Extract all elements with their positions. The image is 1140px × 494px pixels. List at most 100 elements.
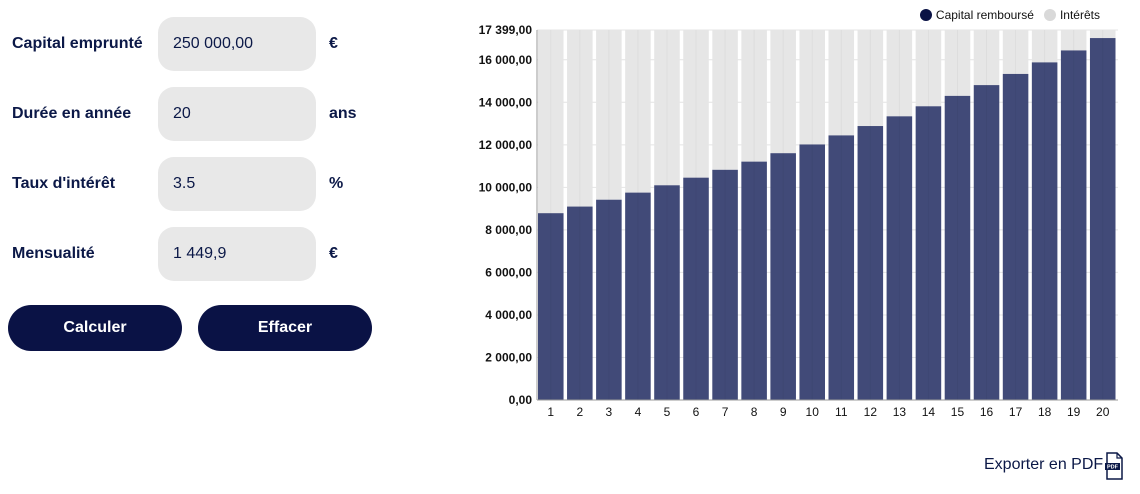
x-tick-label: 2: [576, 405, 583, 419]
bar-capital: [915, 106, 942, 401]
bar-interest: [1089, 30, 1116, 39]
x-tick-label: 9: [780, 405, 787, 419]
y-tick-label: 0,00: [509, 393, 533, 407]
bar-capital: [1089, 38, 1116, 400]
bar-interest: [1002, 30, 1029, 74]
x-tick-label: 5: [664, 405, 671, 419]
bar-capital: [741, 161, 767, 400]
y-tick-label: 17 399,00: [479, 23, 533, 37]
bar-capital: [683, 177, 709, 400]
duration-input[interactable]: [158, 87, 316, 141]
bar-interest: [712, 30, 738, 170]
x-tick-label: 8: [751, 405, 758, 419]
bar-interest: [1060, 30, 1087, 51]
x-tick-label: 15: [951, 405, 965, 419]
bar-capital: [654, 185, 680, 400]
x-tick-label: 6: [693, 405, 700, 419]
duration-row: Durée en année ans: [0, 87, 440, 141]
bar-interest: [596, 30, 622, 200]
capital-input[interactable]: [158, 17, 316, 71]
bar-capital: [1060, 50, 1087, 401]
bar-capital: [538, 213, 564, 400]
y-tick-label: 10 000,00: [479, 180, 533, 194]
amortization-chart: Capital remboursé Intérêts 1 2 3 4 5 6 7 8 9 10 11…: [470, 0, 1140, 440]
bar-interest: [538, 30, 564, 214]
x-tick-label: 18: [1038, 405, 1052, 419]
rate-label: Taux d'intérêt: [12, 175, 116, 192]
legend-dot-capital: [919, 9, 932, 21]
monthly-payment-input[interactable]: [158, 227, 316, 281]
x-tick-label: 7: [722, 405, 729, 419]
chart-plot: 1 2 3 4 5 6 7 8 9 10 11 12 13 14 15 16 17 18 19 200,002 000…: [479, 23, 1118, 419]
duration-unit: ans: [329, 105, 357, 122]
y-tick-label: 4 000,00: [485, 308, 532, 322]
x-tick-label: 1: [547, 405, 554, 419]
legend-label-interest: Intérêts: [1059, 8, 1100, 22]
x-tick-label: 16: [980, 405, 994, 419]
x-tick-label: 11: [835, 405, 848, 419]
bar-capital: [567, 206, 593, 400]
bar-capital: [770, 153, 796, 400]
clear-button[interactable]: Effacer: [198, 305, 372, 351]
y-tick-label: 6 000,00: [485, 265, 532, 279]
y-tick-label: 2 000,00: [485, 350, 532, 364]
bar-capital: [712, 169, 738, 400]
bar-capital: [944, 95, 971, 400]
bar-interest: [683, 30, 709, 178]
bar-capital: [828, 135, 855, 400]
y-tick-label: 12 000,00: [479, 138, 533, 152]
legend-item-capital[interactable]: Capital remboursé: [919, 8, 1034, 22]
bar-interest: [973, 30, 1000, 86]
bar-capital: [973, 85, 1000, 400]
rate-unit: %: [329, 175, 344, 192]
legend-dot-interest: [1043, 9, 1056, 21]
pdf-file-icon: PDF: [1105, 452, 1123, 480]
y-tick-label: 8 000,00: [485, 223, 532, 237]
rate-input[interactable]: [158, 157, 316, 211]
bar-interest: [915, 30, 942, 107]
y-tick-label: 14 000,00: [479, 95, 533, 109]
bar-interest: [1031, 30, 1058, 63]
x-tick-label: 20: [1096, 405, 1110, 419]
bar-capital: [1002, 73, 1029, 401]
bar-interest: [857, 30, 884, 127]
bar-capital: [799, 144, 825, 400]
x-tick-label: 17: [1009, 405, 1023, 419]
y-tick-label: 16 000,00: [479, 53, 533, 67]
x-tick-label: 10: [806, 405, 820, 419]
chart-legend: Capital remboursé Intérêts: [919, 8, 1100, 22]
rate-row: Taux d'intérêt %: [0, 157, 440, 211]
x-tick-label: 3: [606, 405, 613, 419]
capital-unit: €: [329, 35, 338, 52]
bar-interest: [567, 30, 593, 207]
bar-interest: [625, 30, 651, 193]
bar-interest: [828, 30, 855, 136]
legend-item-interest[interactable]: Intérêts: [1043, 8, 1100, 22]
monthly-unit: €: [329, 245, 338, 262]
x-tick-label: 19: [1067, 405, 1081, 419]
bar-interest: [770, 30, 796, 154]
bar-interest: [944, 30, 971, 96]
monthly-label: Mensualité: [12, 245, 95, 262]
bar-interest: [799, 30, 825, 145]
bar-capital: [625, 192, 651, 400]
bar-capital: [596, 199, 622, 400]
export-pdf-label: Exporter en PDF: [984, 456, 1104, 473]
x-tick-label: 13: [893, 405, 907, 419]
legend-label-capital: Capital remboursé: [935, 8, 1034, 22]
loan-form: Capital emprunté € Durée en année ans Ta…: [0, 0, 440, 494]
svg-text:PDF: PDF: [1107, 465, 1119, 471]
duration-label: Durée en année: [12, 105, 132, 122]
monthly-row: Mensualité €: [0, 227, 440, 281]
bar-capital: [1031, 62, 1058, 401]
capital-label: Capital emprunté: [12, 35, 143, 52]
bar-capital: [857, 126, 884, 401]
calculate-button[interactable]: Calculer: [8, 305, 182, 351]
export-pdf-link[interactable]: Exporter en PDF PDF: [984, 450, 1123, 480]
bar-interest: [654, 30, 680, 186]
x-tick-label: 12: [864, 405, 878, 419]
x-tick-label: 4: [635, 405, 642, 419]
capital-row: Capital emprunté €: [0, 17, 440, 71]
bar-interest: [741, 30, 767, 162]
x-tick-label: 14: [922, 405, 936, 419]
